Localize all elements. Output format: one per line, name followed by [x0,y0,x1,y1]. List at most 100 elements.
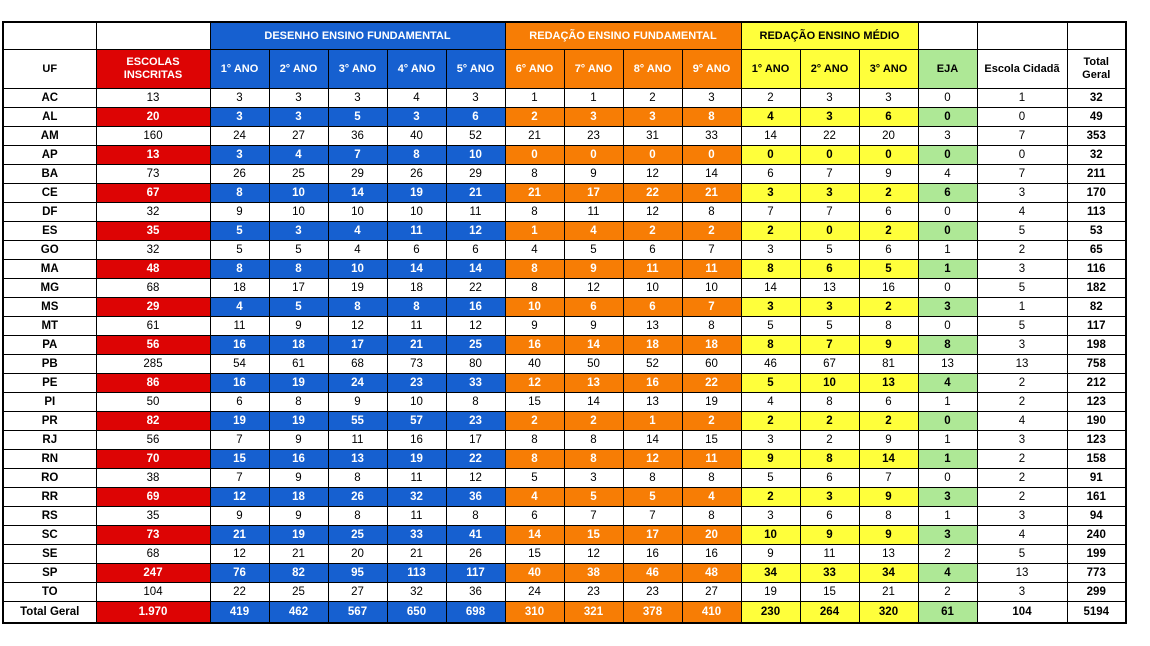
table-row-se: SE 68 12 21 20 21 26 15 12 16 16 9 11 13 2 5 199 [2,544,1127,564]
eja-cell: 4 [917,563,978,583]
redacao-fundamental-cell: 13 [622,316,683,336]
desenho-fundamental-cell: 16 [268,449,329,469]
desenho-fundamental-cell: 8 [386,145,447,165]
redacao-medio-cell: 34 [740,563,801,583]
redacao-fundamental-cell: 4 [563,221,624,241]
redacao-fundamental-cell: 8 [504,202,565,222]
escolas-inscritas-cell: 61 [95,316,211,336]
redacao-medio-cell: 9 [858,335,919,355]
table-row-ce: CE 67 8 10 14 19 21 21 17 22 21 3 3 2 6 3 170 [2,183,1127,203]
escola-cidada-cell: 5 [976,221,1068,241]
uf-cell: TO [2,582,97,602]
redacao-fundamental-cell: 6 [622,297,683,317]
desenho-fundamental-cell: 3 [209,107,270,127]
column-header-desenho-1ano: 1° ANO [209,49,270,89]
redacao-fundamental-cell: 60 [681,354,742,374]
eja-cell: 3 [917,297,978,317]
redacao-fundamental-cell: 15 [681,430,742,450]
column-header-total-geral: Total Geral [1066,49,1127,89]
redacao-medio-cell: 264 [799,601,860,624]
column-header-escolas-inscritas: ESCOLAS INSCRITAS [95,49,211,89]
eja-cell: 0 [917,202,978,222]
redacao-fundamental-cell: 17 [622,525,683,545]
uf-cell: PE [2,373,97,393]
table-row-pa: PA 56 16 18 17 21 25 16 14 18 18 8 7 9 8 3 198 [2,335,1127,355]
redacao-medio-cell: 0 [740,145,801,165]
desenho-fundamental-cell: 55 [327,411,388,431]
redacao-medio-cell: 20 [858,126,919,146]
redacao-fundamental-cell: 46 [622,563,683,583]
escola-cidada-cell: 3 [976,183,1068,203]
desenho-fundamental-cell: 4 [386,88,447,108]
desenho-fundamental-cell: 12 [445,316,506,336]
escolas-inscritas-cell: 56 [95,430,211,450]
redacao-fundamental-cell: 18 [622,335,683,355]
eja-cell: 0 [917,411,978,431]
table-row-ma: MA 48 8 8 10 14 14 8 9 11 11 8 6 5 1 3 116 [2,259,1127,279]
desenho-fundamental-cell: 10 [445,145,506,165]
column-header-uf: UF [2,49,97,89]
blank-cell-uf [2,21,97,50]
desenho-fundamental-cell: 567 [327,601,388,624]
redacao-fundamental-cell: 10 [504,297,565,317]
desenho-fundamental-cell: 8 [209,183,270,203]
redacao-medio-cell: 7 [740,202,801,222]
redacao-fundamental-cell: 8 [681,506,742,526]
escolas-inscritas-cell: 38 [95,468,211,488]
redacao-fundamental-cell: 5 [504,468,565,488]
uf-cell: CE [2,183,97,203]
redacao-fundamental-cell: 27 [681,582,742,602]
redacao-medio-cell: 19 [740,582,801,602]
redacao-fundamental-cell: 52 [622,354,683,374]
redacao-medio-cell: 2 [858,183,919,203]
redacao-fundamental-cell: 2 [681,411,742,431]
eja-cell: 2 [917,544,978,564]
total-geral-cell: 65 [1066,240,1127,260]
uf-cell: BA [2,164,97,184]
column-header-escola-cidada: Escola Cidadã [976,49,1068,89]
redacao-fundamental-cell: 8 [504,430,565,450]
uf-cell: RJ [2,430,97,450]
desenho-fundamental-cell: 9 [327,392,388,412]
redacao-fundamental-cell: 8 [504,164,565,184]
total-geral-cell: 32 [1066,88,1127,108]
redacao-fundamental-cell: 14 [563,335,624,355]
redacao-fundamental-cell: 12 [622,449,683,469]
redacao-medio-cell: 3 [799,297,860,317]
redacao-medio-cell: 10 [740,525,801,545]
eja-cell: 1 [917,449,978,469]
desenho-fundamental-cell: 68 [327,354,388,374]
redacao-fundamental-cell: 23 [622,582,683,602]
redacao-medio-cell: 5 [799,316,860,336]
uf-cell: PI [2,392,97,412]
redacao-medio-cell: 4 [740,392,801,412]
desenho-fundamental-cell: 27 [268,126,329,146]
desenho-fundamental-cell: 82 [268,563,329,583]
desenho-fundamental-cell: 18 [268,487,329,507]
column-header-row: UF ESCOLAS INSCRITAS 1° ANO 2° ANO 3° AN… [2,49,1127,89]
redacao-medio-cell: 3 [799,88,860,108]
redacao-fundamental-cell: 4 [681,487,742,507]
column-header-redacao-6ano: 6° ANO [504,49,565,89]
escola-cidada-cell: 0 [976,107,1068,127]
redacao-fundamental-cell: 23 [563,582,624,602]
desenho-fundamental-cell: 698 [445,601,506,624]
redacao-fundamental-cell: 378 [622,601,683,624]
redacao-fundamental-cell: 40 [504,354,565,374]
redacao-medio-cell: 2 [858,411,919,431]
escola-cidada-cell: 4 [976,202,1068,222]
desenho-fundamental-cell: 19 [268,411,329,431]
table-row-df: DF 32 9 10 10 10 11 8 11 12 8 7 7 6 0 4 113 [2,202,1127,222]
redacao-fundamental-cell: 20 [681,525,742,545]
desenho-fundamental-cell: 11 [327,430,388,450]
redacao-medio-cell: 6 [799,468,860,488]
desenho-fundamental-cell: 10 [268,202,329,222]
redacao-fundamental-cell: 2 [622,88,683,108]
escola-cidada-cell: 5 [976,278,1068,298]
total-geral-cell: 53 [1066,221,1127,241]
table-row-rs: RS 35 9 9 8 11 8 6 7 7 8 3 6 8 1 3 94 [2,506,1127,526]
escolas-inscritas-cell: 20 [95,107,211,127]
escolas-label-line1: ESCOLAS [126,56,180,69]
total-geral-cell: 773 [1066,563,1127,583]
desenho-fundamental-cell: 25 [268,164,329,184]
